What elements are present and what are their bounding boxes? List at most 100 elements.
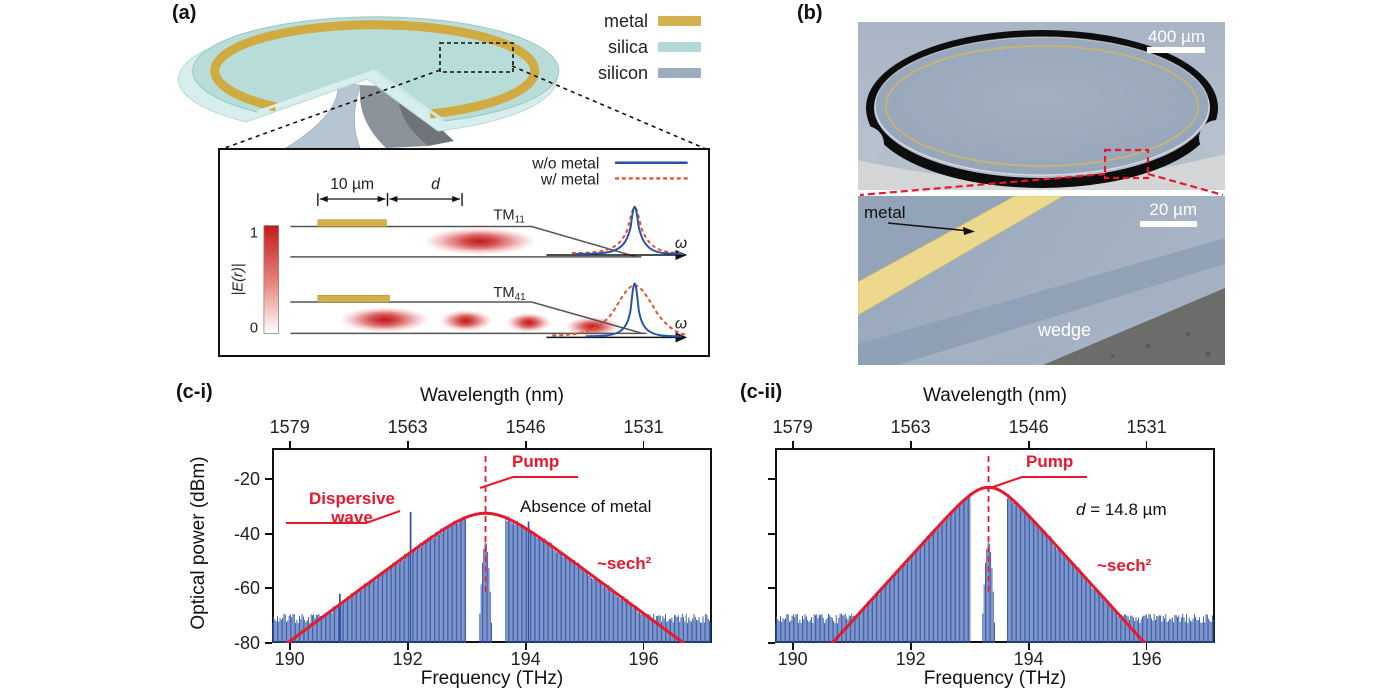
metal-stripe [858,196,1064,316]
x-tick-label: 196 [1131,649,1162,669]
colorbar-axis-label: |E(r)| [230,263,246,295]
tm41-field-core [359,309,411,330]
x-axis-tick [791,643,794,650]
resonator-disk [874,36,1210,176]
ci-spectrum-canvas [272,448,712,643]
y-axis-tick [768,532,775,535]
ci-dispersive-label-line2: wave [331,508,373,527]
scalebar-20um [1140,221,1197,227]
x-axis-tick [524,643,527,650]
x-axis-tick [406,643,409,650]
cii-gap-value-label: d = 14.8 µm [1076,500,1167,519]
wavelength-tick-label: 1579 [772,417,813,437]
sem-zoom-region-box [1103,148,1150,180]
wavelength-tick-label: 1546 [505,417,546,437]
cii-pump-label: Pump [1026,452,1074,471]
ci-absence-of-metal-label: Absence of metal [520,497,652,516]
ci-y-axis-title: Optical power (dBm) [188,456,209,630]
materials-legend: metal silica silicon [558,8,718,86]
wavelength-tick-label: 1563 [890,417,931,437]
top-axis-tick [1027,441,1030,448]
tm41-omega-label: ω [675,316,687,333]
tm41-mode-label: TM41 [493,285,525,303]
tm41-metal-strip [317,294,390,303]
sem-overview-image: 400 µm [858,22,1225,190]
colorbar-min-label: 0 [250,320,258,336]
tm11-without-metal-curve [575,205,684,255]
metal-annotation-label: metal [864,203,906,222]
x-tick-label: 194 [510,649,541,669]
scalebar-label-400um: 400 µm [1148,27,1205,46]
sem-closeup-image: metal 20 µm wedge [858,196,1225,365]
width-dimension-label: 10 µm [330,176,374,193]
y-axis-tick [768,478,775,481]
panel-ci-label: (c-i) [176,381,213,403]
x-axis-tick [288,643,291,650]
x-axis-tick [1027,643,1030,650]
legend-swatch [658,68,701,78]
colorbar-max-label: 1 [250,225,258,241]
film-notch-left [858,126,884,162]
tm41-field-core [451,312,481,329]
tm11-field-core [448,231,512,252]
top-axis-tick [791,441,794,448]
x-tick-label: 196 [628,649,659,669]
x-axis-tick [909,643,912,650]
wavelength-tick-label: 1563 [387,417,428,437]
metal-ring-sem [885,45,1199,167]
wedge-lower-band [898,264,1225,365]
legend-swatch [658,42,701,52]
wavelength-tick-label: 1531 [1126,417,1167,437]
ci-dispersive-label-line1: Dispersive [309,489,395,508]
panel-cii-label: (c-ii) [740,381,783,403]
x-tick-label: 190 [777,649,808,669]
y-axis-tick [265,532,272,535]
wavelength-tick-label: 1546 [1008,417,1049,437]
legend-row: metal [558,8,718,34]
scalebar-label-20um: 20 µm [1149,200,1197,219]
scalebar-400um [1147,47,1205,53]
wedge-label: wedge [1037,320,1091,340]
tm11-metal-strip [317,219,387,227]
mode-inset-panel: w/o metal w/ metal 10 µm d 1 0 |E(r)| [218,148,710,357]
legend-label: silicon [597,62,648,83]
field-colorbar [263,225,280,334]
legend-row: silica [558,34,718,60]
y-tick-label: -40 [233,523,260,544]
ci-pump-label: Pump [512,452,560,471]
ci-top-axis-title: Wavelength (nm) [420,385,564,406]
legend-without-metal-label: w/o metal [531,156,599,173]
legend-label: silica [607,36,648,57]
top-axis-tick [406,441,409,448]
mode-inset-diagram: w/o metal w/ metal 10 µm d 1 0 |E(r)| [230,156,688,343]
cii-spectrum-canvas [775,448,1215,643]
y-axis-tick [265,587,272,590]
metal-annotation-arrow [887,222,971,232]
y-axis-tick [265,478,272,481]
wavelength-tick-label: 1579 [269,417,310,437]
legend-row: silicon [558,60,718,86]
wavelength-tick-label: 1531 [623,417,664,437]
x-axis-tick [642,643,645,650]
y-tick-label: -60 [233,578,260,599]
cii-x-axis-title: Frequency (THz) [923,668,1067,689]
legend-label: metal [603,10,648,31]
tm41-field-core [515,315,542,330]
gap-dimension-label: d [431,176,441,193]
y-tick-label: -20 [233,469,260,490]
ci-sech-label: ~sech² [597,554,652,573]
tm11-with-metal-curve [571,206,684,254]
legend-with-metal-label: w/ metal [540,171,599,188]
y-axis-tick [768,642,775,644]
top-axis-tick [524,441,527,448]
x-axis-tick [1145,643,1148,650]
top-axis-tick [288,441,291,448]
tm11-omega-label: ω [675,235,687,252]
y-axis-tick [265,642,272,644]
wedge-slope-band [858,238,1225,365]
y-tick-label: -80 [233,633,260,653]
panel-a-label: (a) [172,2,197,24]
legend-swatch [658,16,701,26]
ci-x-axis-title: Frequency (THz) [420,668,564,689]
